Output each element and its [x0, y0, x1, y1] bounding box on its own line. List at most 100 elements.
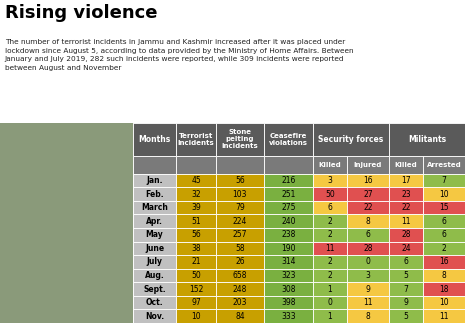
Bar — [347, 228, 389, 242]
Bar — [312, 187, 347, 201]
Text: Oct.: Oct. — [146, 298, 163, 307]
Text: 7: 7 — [404, 285, 409, 294]
Text: June: June — [145, 244, 164, 253]
Text: 32: 32 — [191, 190, 201, 199]
Text: 2: 2 — [327, 230, 332, 239]
Bar — [424, 255, 465, 269]
Text: 5: 5 — [404, 271, 409, 280]
Bar — [216, 228, 264, 242]
Text: Ceasefire
violations: Ceasefire violations — [269, 133, 308, 146]
Text: Months: Months — [138, 135, 171, 144]
Bar — [133, 214, 176, 228]
Bar — [216, 242, 264, 255]
Bar — [133, 269, 176, 282]
Bar — [133, 201, 176, 214]
Bar — [424, 309, 465, 323]
Text: 11: 11 — [325, 244, 335, 253]
Text: The number of terrorist incidents in Jammu and Kashmir increased after it was pl: The number of terrorist incidents in Jam… — [5, 39, 353, 71]
Text: 79: 79 — [235, 203, 245, 212]
Text: 45: 45 — [191, 176, 201, 185]
Bar — [312, 282, 347, 296]
Text: Security forces: Security forces — [318, 135, 383, 144]
Bar — [424, 174, 465, 187]
Bar — [389, 269, 424, 282]
Bar — [312, 228, 347, 242]
Text: 238: 238 — [281, 230, 296, 239]
Text: 15: 15 — [439, 203, 449, 212]
Text: Feb.: Feb. — [145, 190, 164, 199]
Bar — [176, 242, 216, 255]
Bar — [176, 309, 216, 323]
Bar — [424, 156, 465, 174]
Text: 8: 8 — [365, 312, 371, 321]
Bar — [347, 255, 389, 269]
Text: Militants: Militants — [408, 135, 446, 144]
Text: 11: 11 — [439, 312, 449, 321]
Text: 2: 2 — [442, 244, 446, 253]
Text: March: March — [141, 203, 168, 212]
Bar — [347, 201, 389, 214]
Bar — [216, 282, 264, 296]
Text: 27: 27 — [363, 190, 373, 199]
Text: 24: 24 — [401, 244, 411, 253]
Text: 21: 21 — [191, 257, 201, 266]
Text: Jan.: Jan. — [146, 176, 163, 185]
Text: 16: 16 — [363, 176, 373, 185]
Text: 152: 152 — [189, 285, 203, 294]
Text: Stone
pelting
incidents: Stone pelting incidents — [221, 129, 258, 149]
Text: 38: 38 — [191, 244, 201, 253]
Text: 314: 314 — [281, 257, 296, 266]
Text: 3: 3 — [365, 271, 371, 280]
Text: 56: 56 — [191, 230, 201, 239]
Text: 203: 203 — [232, 298, 247, 307]
Text: 9: 9 — [365, 285, 371, 294]
Bar — [264, 174, 312, 187]
Bar — [424, 201, 465, 214]
Text: 5: 5 — [404, 312, 409, 321]
Text: 0: 0 — [365, 257, 371, 266]
Text: 251: 251 — [281, 190, 296, 199]
Text: May: May — [146, 230, 163, 239]
Bar — [389, 282, 424, 296]
Text: 26: 26 — [235, 257, 245, 266]
Text: 10: 10 — [439, 298, 449, 307]
Bar — [133, 242, 176, 255]
Bar — [216, 123, 264, 156]
Text: 1: 1 — [327, 312, 332, 321]
Bar — [312, 174, 347, 187]
Text: 22: 22 — [401, 203, 411, 212]
Bar — [216, 255, 264, 269]
Bar — [216, 269, 264, 282]
Bar — [264, 269, 312, 282]
Bar — [133, 156, 176, 174]
Text: 11: 11 — [401, 217, 411, 226]
Bar — [176, 296, 216, 309]
Bar — [312, 309, 347, 323]
Text: 50: 50 — [191, 271, 201, 280]
Bar — [216, 156, 264, 174]
Text: 18: 18 — [439, 285, 449, 294]
Bar — [312, 214, 347, 228]
Bar — [264, 123, 312, 156]
Bar — [389, 123, 465, 156]
Text: 6: 6 — [365, 230, 371, 239]
Bar — [389, 228, 424, 242]
Bar — [264, 255, 312, 269]
Bar — [216, 187, 264, 201]
Text: 275: 275 — [281, 203, 296, 212]
Text: 6: 6 — [404, 257, 409, 266]
Bar — [176, 156, 216, 174]
Text: 97: 97 — [191, 298, 201, 307]
Bar — [389, 214, 424, 228]
Bar — [389, 156, 424, 174]
Bar — [216, 174, 264, 187]
Bar — [264, 282, 312, 296]
Text: 1: 1 — [327, 285, 332, 294]
Text: Injured: Injured — [354, 162, 382, 168]
Text: 103: 103 — [232, 190, 247, 199]
Bar — [312, 296, 347, 309]
Text: 39: 39 — [191, 203, 201, 212]
Bar — [176, 214, 216, 228]
Bar — [133, 309, 176, 323]
Text: 51: 51 — [191, 217, 201, 226]
